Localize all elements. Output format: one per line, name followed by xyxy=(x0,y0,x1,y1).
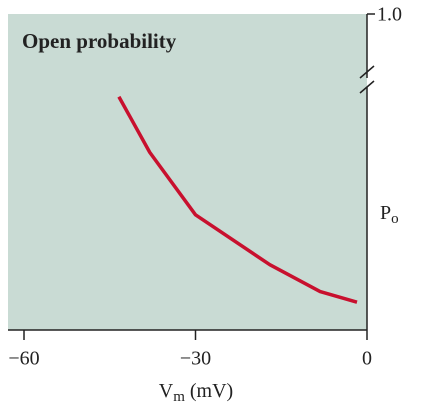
x-label-sub: m xyxy=(173,389,185,405)
chart-title: Open probability xyxy=(22,29,177,53)
x-label-unit: (mV) xyxy=(185,380,233,402)
x-label-main: V xyxy=(159,380,174,402)
y-axis-label: Po xyxy=(380,202,399,228)
axis-break xyxy=(359,65,375,79)
y-tick-label: 1.0 xyxy=(377,4,402,26)
plot-background xyxy=(8,14,367,330)
y-label-main: P xyxy=(380,202,391,224)
y-label-sub: o xyxy=(391,211,399,227)
axis-break xyxy=(359,80,375,94)
x-tick-label: −60 xyxy=(8,348,39,370)
data-line xyxy=(117,95,358,304)
x-tick-label: 0 xyxy=(362,348,372,370)
x-axis-label: Vm (mV) xyxy=(159,380,233,406)
x-tick-label: −30 xyxy=(180,348,211,370)
